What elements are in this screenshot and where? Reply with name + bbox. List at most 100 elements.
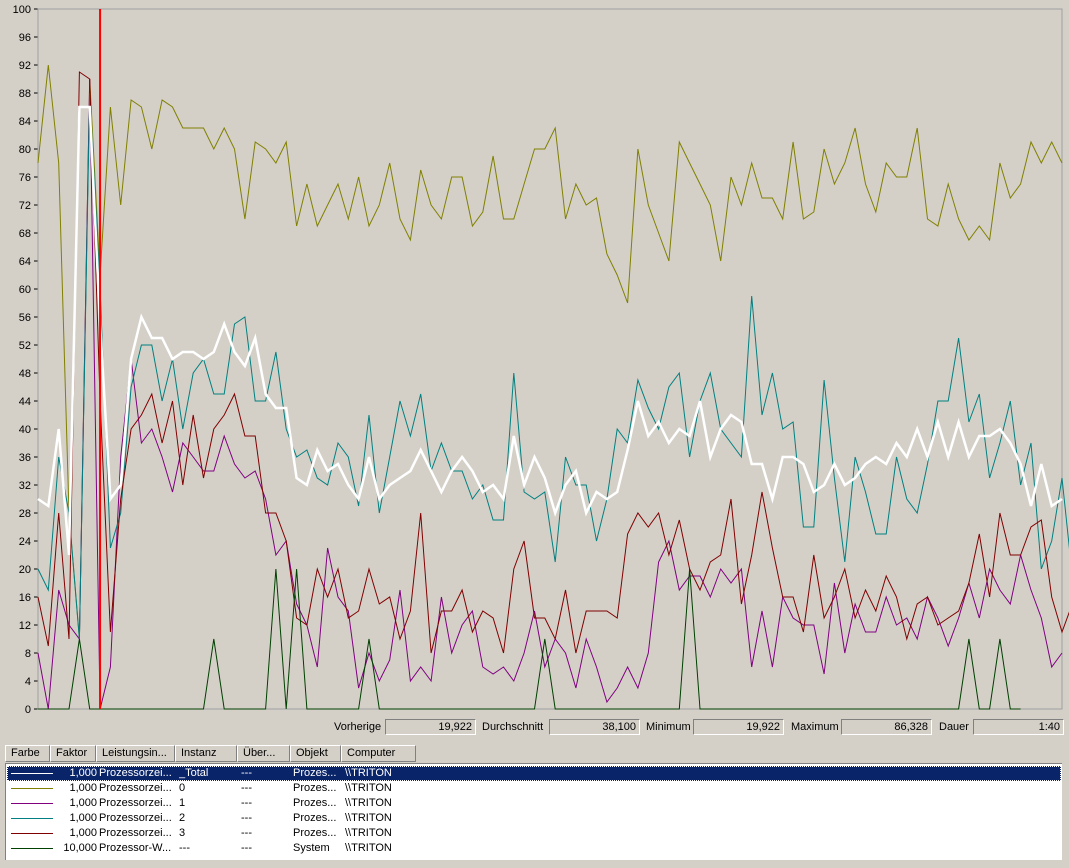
factor-cell: 1,000 — [69, 767, 97, 779]
factor-cell: 10,000 — [63, 842, 97, 854]
column-header-object[interactable]: Objekt — [290, 745, 341, 762]
y-tick-label: 96 — [19, 32, 31, 44]
column-header-instance[interactable]: Instanz — [175, 745, 237, 762]
series-line-4 — [38, 568, 1021, 710]
counter-cell: Prozessorzei... — [99, 767, 172, 779]
y-tick-label: 72 — [19, 200, 31, 212]
instance-cell: 1 — [179, 797, 186, 809]
y-tick-label: 68 — [19, 228, 31, 240]
counter-row[interactable]: 1,000 Prozessorzei... 1 --- Prozes... \\TRITO… — [7, 796, 1061, 811]
stat-value-minimum: 19,922 — [693, 719, 784, 735]
instance-cell: 0 — [179, 782, 186, 794]
column-header-factor[interactable]: Faktor — [50, 745, 96, 762]
parent-cell: --- — [241, 767, 252, 779]
object-cell: Prozes... — [293, 797, 337, 809]
counter-cell: Prozessorzei... — [99, 827, 172, 839]
counter-cell: Prozessor-W... — [99, 842, 172, 854]
color-swatch — [11, 788, 53, 789]
y-tick-label: 0 — [25, 704, 31, 715]
plot-frame — [37, 8, 1063, 710]
parent-cell: --- — [241, 797, 252, 809]
stat-label-previous: Vorherige — [334, 721, 382, 733]
series-line-5 — [37, 105, 1063, 556]
stat-label-minimum: Minimum — [646, 721, 691, 733]
counter-row[interactable]: 1,000 Prozessorzei... 3 --- Prozes... \\TRITO… — [7, 826, 1061, 841]
y-tick-label: 44 — [19, 396, 31, 408]
series-line-0 — [37, 64, 1063, 640]
y-tick-label: 16 — [19, 592, 31, 604]
parent-cell: --- — [241, 842, 252, 854]
y-tick-label: 80 — [19, 144, 31, 156]
y-tick-label: 8 — [25, 648, 31, 660]
y-tick-label: 40 — [19, 424, 31, 436]
plot-area — [37, 8, 1069, 710]
computer-cell: \\TRITON — [345, 827, 392, 839]
object-cell: System — [293, 842, 330, 854]
y-tick-label: 100 — [13, 4, 31, 16]
parent-cell: --- — [241, 782, 252, 794]
counter-cell: Prozessorzei... — [99, 797, 172, 809]
stat-value-duration: 1:40 — [973, 719, 1064, 735]
color-swatch — [11, 833, 53, 834]
y-tick-label: 28 — [19, 508, 31, 520]
column-header-color[interactable]: Farbe — [5, 745, 50, 762]
factor-cell: 1,000 — [69, 827, 97, 839]
stat-value-average: 38,100 — [549, 719, 640, 735]
stat-value-previous: 19,922 — [385, 719, 476, 735]
factor-cell: 1,000 — [69, 782, 97, 794]
y-tick-label: 56 — [19, 312, 31, 324]
column-header-computer[interactable]: Computer — [341, 745, 416, 762]
instance-cell: --- — [179, 842, 190, 854]
stat-label-duration: Dauer — [939, 721, 969, 733]
computer-cell: \\TRITON — [345, 782, 392, 794]
y-tick-label: 84 — [19, 116, 31, 128]
y-tick-label: 36 — [19, 452, 31, 464]
y-tick-label: 76 — [19, 172, 31, 184]
counter-row[interactable]: 10,000 Prozessor-W... --- --- System \\TRITON — [7, 841, 1061, 856]
parent-cell: --- — [241, 827, 252, 839]
y-tick-label: 92 — [19, 60, 31, 72]
color-swatch — [11, 818, 53, 819]
performance-chart: 1009692888480767268646056524844403632282… — [13, 4, 1069, 715]
statistics-bar: Vorherige 19,922 Durchschnitt 38,100 Min… — [0, 719, 1069, 737]
counter-cell: Prozessorzei... — [99, 782, 172, 794]
y-tick-label: 88 — [19, 88, 31, 100]
y-tick-label: 12 — [19, 620, 31, 632]
instance-cell: _Total — [179, 767, 209, 779]
computer-cell: \\TRITON — [345, 797, 392, 809]
computer-cell: \\TRITON — [345, 812, 392, 824]
counter-cell: Prozessorzei... — [99, 812, 172, 824]
column-header-counter[interactable]: Leistungsin... — [96, 745, 175, 762]
counter-row[interactable]: 1,000 Prozessorzei... _Total --- Prozes... \\… — [7, 766, 1061, 781]
object-cell: Prozes... — [293, 812, 337, 824]
stat-label-average: Durchschnitt — [482, 721, 544, 733]
computer-cell: \\TRITON — [345, 842, 392, 854]
series-line-2 — [37, 92, 1069, 640]
factor-cell: 1,000 — [69, 797, 97, 809]
instance-cell: 2 — [179, 812, 186, 824]
y-tick-label: 52 — [19, 340, 31, 352]
object-cell: Prozes... — [293, 827, 337, 839]
object-cell: Prozes... — [293, 782, 337, 794]
y-axis: 1009692888480767268646056524844403632282… — [13, 4, 38, 715]
counter-list-header: Farbe Faktor Leistungsin... Instanz Über… — [5, 745, 1062, 762]
stat-value-maximum: 86,328 — [841, 719, 932, 735]
factor-cell: 1,000 — [69, 812, 97, 824]
counter-row[interactable]: 1,000 Prozessorzei... 0 --- Prozes... \\TRITO… — [7, 781, 1061, 796]
y-tick-label: 60 — [19, 284, 31, 296]
y-tick-label: 64 — [19, 256, 31, 268]
color-swatch — [11, 803, 53, 804]
instance-cell: 3 — [179, 827, 186, 839]
y-tick-label: 48 — [19, 368, 31, 380]
series-line-3 — [37, 71, 1069, 654]
parent-cell: --- — [241, 812, 252, 824]
series-line-1 — [37, 78, 1063, 710]
color-swatch — [11, 773, 53, 774]
object-cell: Prozes... — [293, 767, 337, 779]
y-tick-label: 32 — [19, 480, 31, 492]
y-tick-label: 20 — [19, 564, 31, 576]
counter-row[interactable]: 1,000 Prozessorzei... 2 --- Prozes... \\TRITO… — [7, 811, 1061, 826]
y-tick-label: 24 — [19, 536, 31, 548]
column-header-parent[interactable]: Über... — [237, 745, 290, 762]
color-swatch — [11, 848, 53, 849]
